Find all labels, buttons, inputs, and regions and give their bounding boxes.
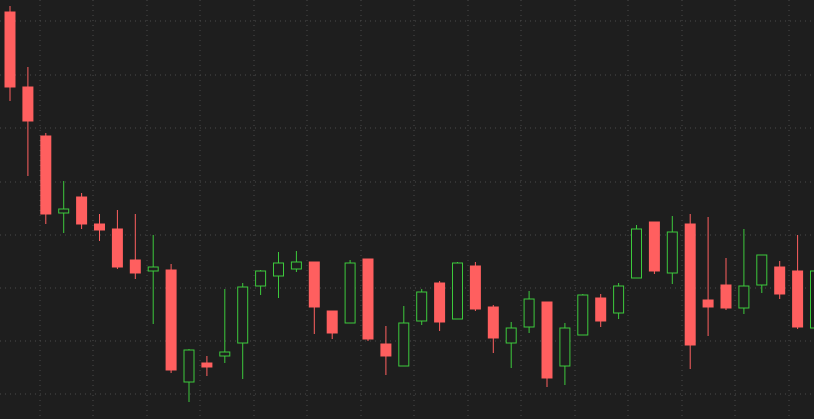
candle: [255, 270, 267, 295]
candle-body-down: [76, 196, 88, 225]
candle-body-up: [505, 327, 517, 344]
candle: [738, 229, 750, 314]
candle-body-up: [237, 286, 249, 344]
candle-body-down: [94, 223, 105, 231]
candle: [631, 225, 642, 279]
candle-body-down: [165, 269, 177, 371]
candle: [201, 356, 213, 376]
candle: [720, 258, 732, 310]
candle: [4, 6, 16, 101]
candle-body-down: [129, 259, 141, 274]
candle: [487, 305, 499, 353]
candle: [219, 289, 231, 363]
candle-body-down: [541, 301, 553, 379]
candle-body-up: [219, 351, 231, 357]
candle: [290, 251, 302, 272]
candle-body-down: [702, 299, 714, 308]
candle-body-up: [738, 285, 750, 309]
candle: [273, 252, 284, 298]
candle-body-down: [40, 135, 52, 215]
candle-body-down: [308, 261, 320, 308]
candle: [541, 301, 553, 387]
candles: [4, 6, 814, 402]
candle-body-up: [810, 270, 814, 329]
candle-body-down: [648, 221, 660, 272]
candle: [398, 306, 410, 367]
candle: [810, 270, 814, 329]
candle: [577, 294, 589, 336]
candle-body-up: [273, 262, 284, 277]
candle: [22, 67, 34, 176]
candle: [129, 214, 141, 279]
candle-body-up: [452, 262, 463, 320]
candle: [237, 283, 249, 379]
candle: [595, 294, 607, 327]
candle-body-down: [4, 11, 16, 88]
candle: [648, 221, 660, 274]
candle: [165, 264, 177, 373]
candle: [380, 326, 392, 375]
candle: [416, 289, 428, 325]
candle-body-down: [326, 310, 338, 334]
candle: [111, 210, 123, 269]
candle: [94, 214, 105, 241]
candle: [469, 262, 481, 311]
candle-body-down: [595, 297, 607, 322]
candle-body-up: [666, 231, 678, 274]
candle: [666, 216, 678, 284]
candle: [702, 217, 714, 336]
candle-body-down: [22, 86, 34, 122]
candle: [756, 254, 768, 293]
candle-body-up: [183, 349, 195, 383]
candle: [326, 310, 338, 339]
candle-body-down: [469, 265, 481, 310]
candle-body-down: [720, 284, 732, 309]
candle-body-up: [631, 228, 642, 279]
candle: [344, 260, 356, 324]
candle: [76, 193, 88, 229]
candle-body-up: [559, 327, 571, 367]
candle: [434, 281, 446, 331]
candle: [452, 262, 463, 320]
candle-body-down: [487, 306, 499, 339]
candle: [684, 214, 696, 369]
candle-body-down: [434, 282, 446, 323]
candle-body-down: [201, 362, 213, 368]
candle-body-down: [362, 258, 374, 340]
candle-body-up: [255, 270, 267, 287]
candle-body-up: [756, 254, 768, 286]
candle: [505, 322, 517, 368]
candle-body-down: [774, 266, 786, 295]
candle: [362, 258, 374, 341]
candle: [40, 133, 52, 224]
candle-body-up: [416, 291, 428, 322]
candle: [58, 181, 70, 233]
candle-body-up: [58, 208, 70, 214]
candle: [559, 323, 571, 385]
candle-body-down: [684, 223, 696, 346]
candle: [183, 349, 195, 402]
candle-body-down: [111, 228, 123, 268]
candle-body-up: [613, 285, 625, 314]
candle: [792, 235, 804, 329]
candle-body-down: [380, 343, 392, 357]
candle-body-up: [290, 261, 302, 270]
candle: [523, 291, 535, 333]
candle-body-up: [577, 294, 589, 336]
candle-body-up: [147, 266, 159, 272]
candle: [613, 283, 625, 319]
candle-body-down: [792, 270, 804, 328]
candle-body-up: [344, 262, 356, 324]
candle: [774, 261, 786, 299]
candle: [308, 261, 320, 334]
candle-body-up: [523, 298, 535, 328]
candle: [147, 235, 159, 324]
candle-body-up: [398, 322, 410, 367]
